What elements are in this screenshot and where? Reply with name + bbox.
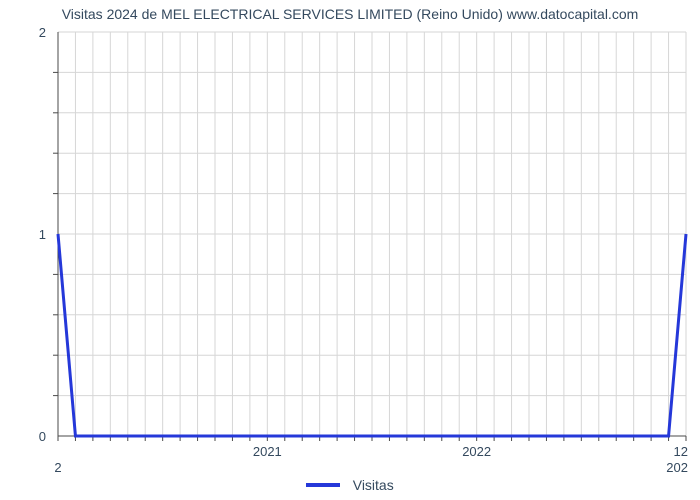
chart-legend: Visitas [0,476,700,494]
svg-text:1: 1 [39,227,46,242]
svg-text:12: 12 [674,444,688,459]
chart-svg: 01220212022122022 [0,0,700,500]
legend-swatch [306,483,340,487]
svg-text:2: 2 [39,25,46,40]
chart-container: Visitas 2024 de MEL ELECTRICAL SERVICES … [0,0,700,500]
svg-text:2021: 2021 [253,444,282,459]
legend-label: Visitas [353,477,394,493]
svg-text:0: 0 [39,429,46,444]
svg-text:202: 202 [666,460,688,475]
svg-text:2022: 2022 [462,444,491,459]
svg-text:2: 2 [54,460,61,475]
